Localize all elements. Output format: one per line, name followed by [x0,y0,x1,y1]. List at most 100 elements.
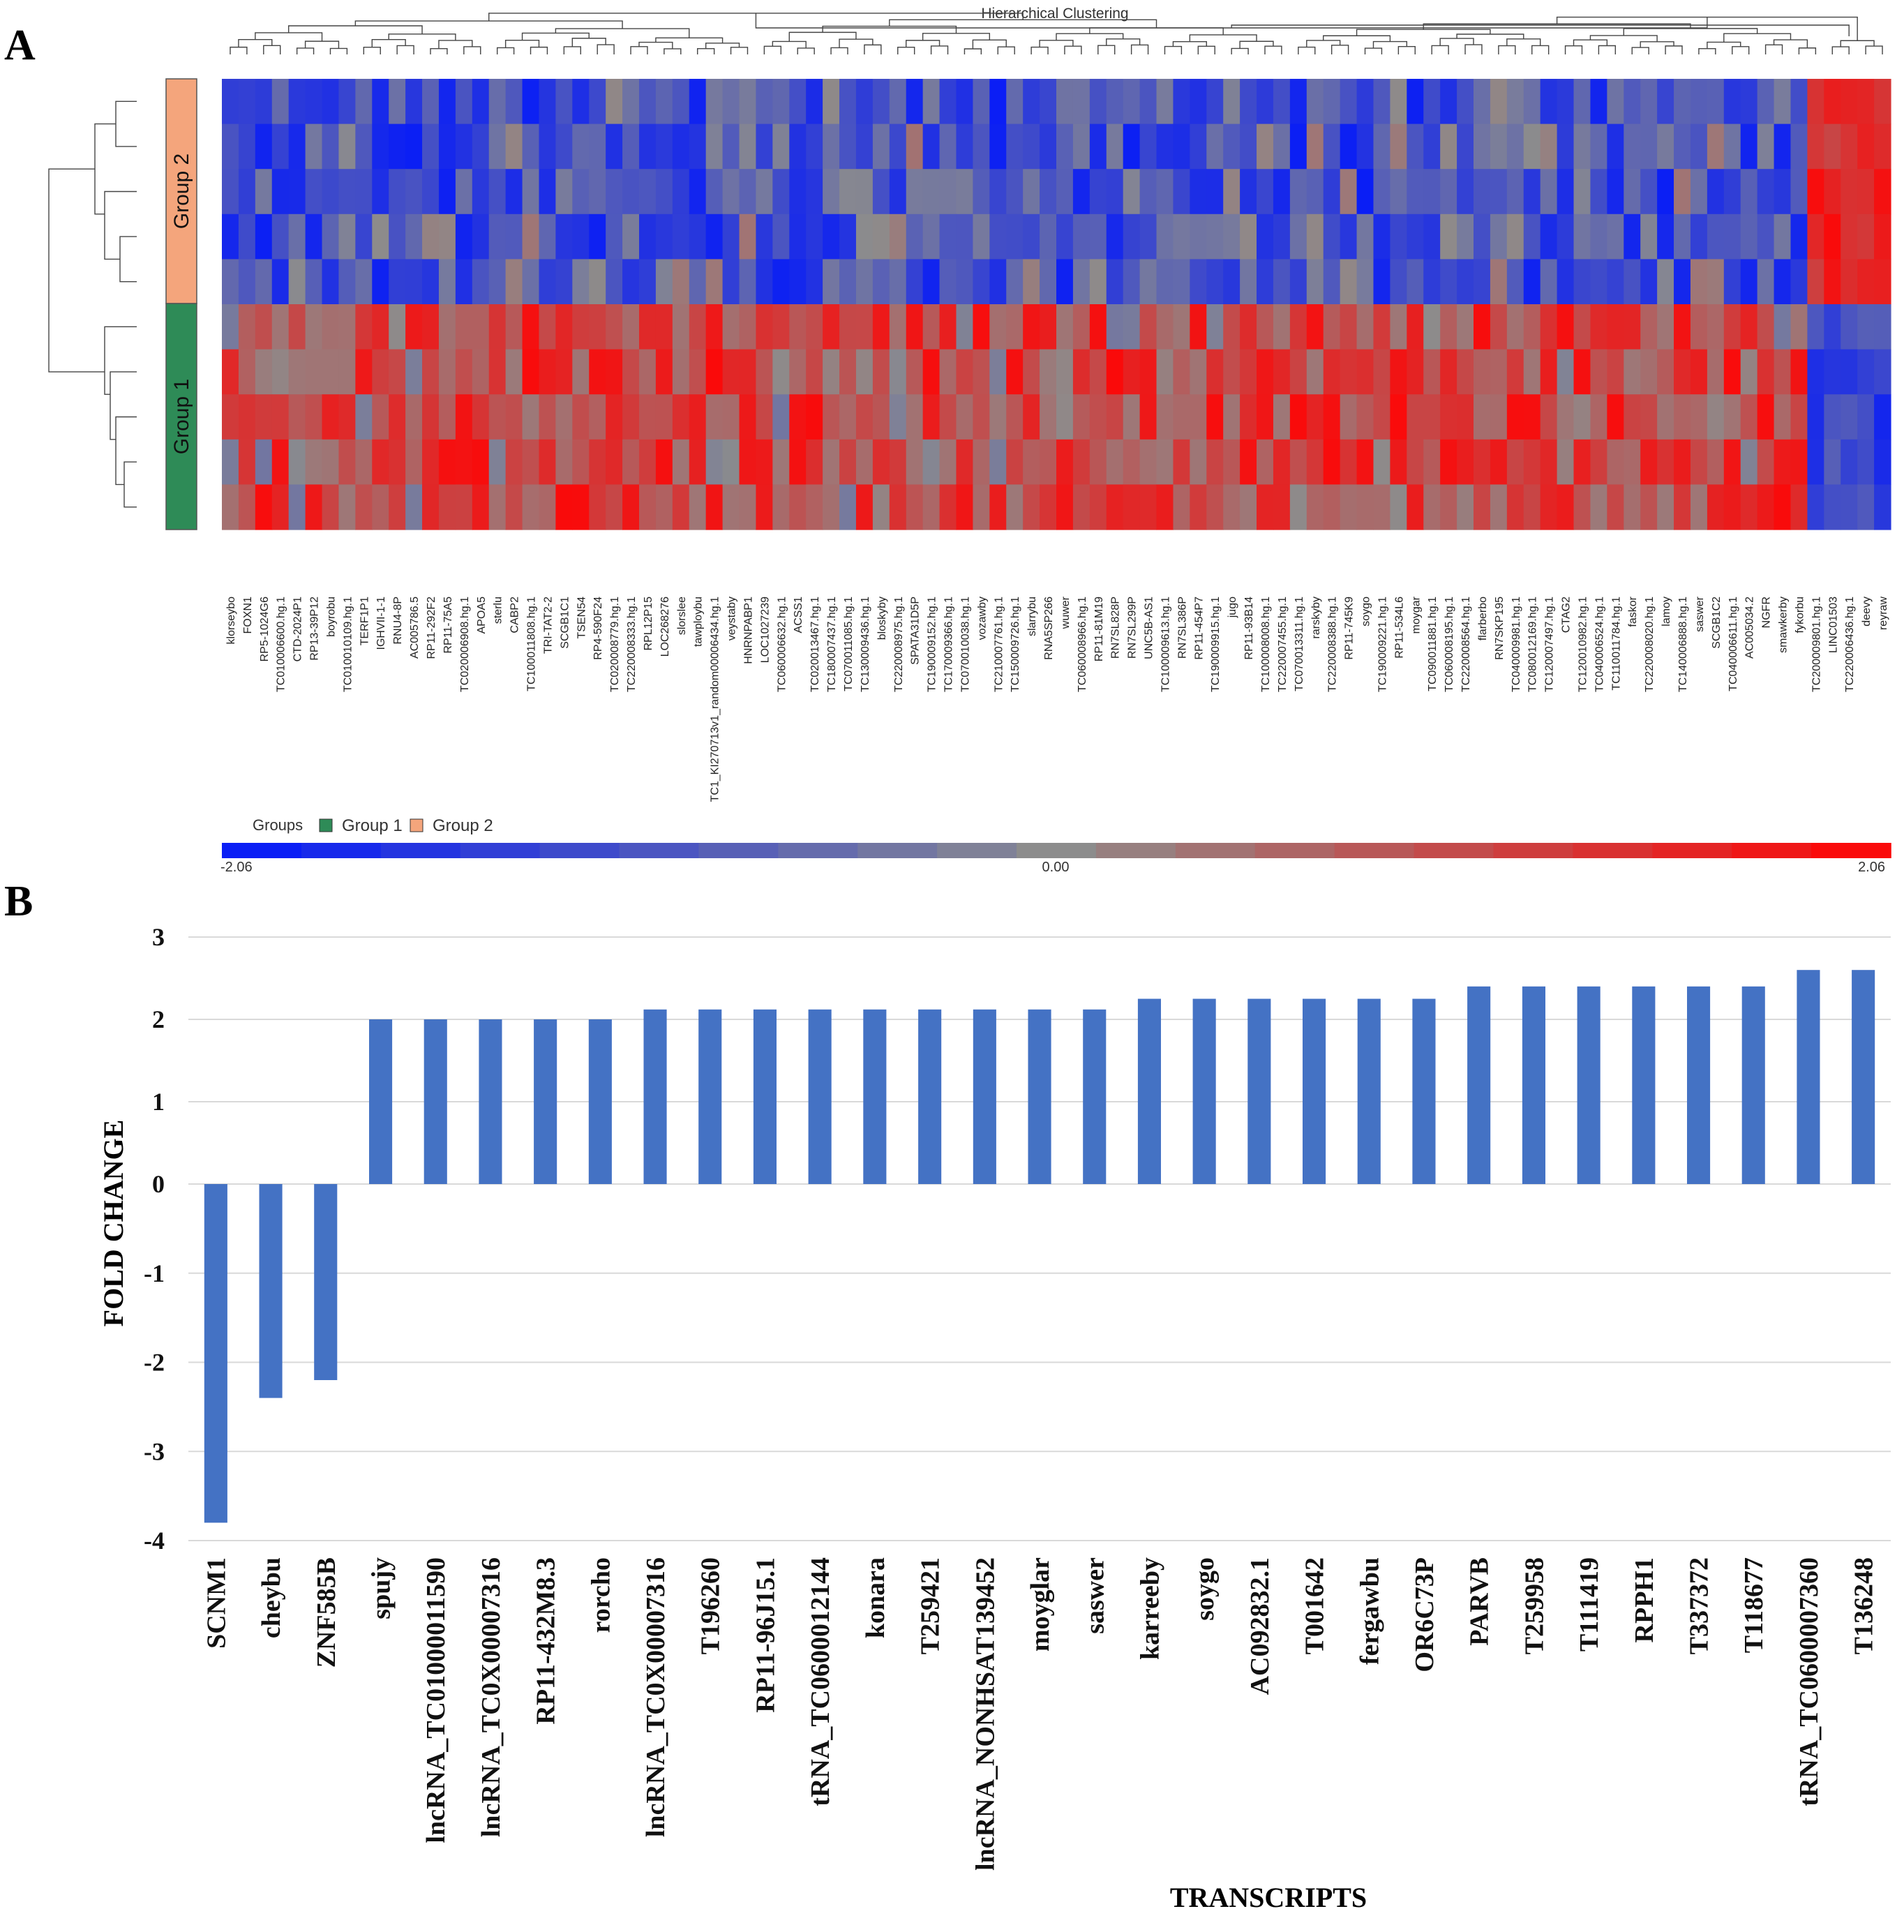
heatmap-cell [1506,169,1524,215]
heatmap-cell [1240,484,1257,530]
heatmap-cell [1390,123,1407,170]
heatmap-cell [372,304,389,350]
heatmap-cell [555,169,573,215]
heatmap-cell [872,484,890,530]
heatmap-cell [1557,259,1575,305]
heatmap-cell [1273,169,1291,215]
heatmap-cell [1407,259,1424,305]
heatmap-cell [455,79,473,125]
heatmap-cell [1857,484,1875,530]
heatmap-cell [355,349,373,395]
group-2-block [165,78,197,304]
heatmap-cell [1089,304,1107,350]
heatmap-cell [1506,123,1524,170]
heatmap-cell [1139,79,1157,125]
heatmap-cell [1874,259,1891,305]
dendrogram-branch [763,45,782,54]
x-tick-label: lncRNA_TC01000011590 [421,1557,451,1843]
heatmap-cell [855,394,874,440]
dendrogram-branch [1356,29,1491,36]
heatmap-cell [1273,394,1291,440]
dendrogram-branch [797,47,815,54]
heatmap-cell [1757,304,1775,350]
dendrogram-branch [1397,46,1416,54]
heatmap-cell [1072,394,1090,440]
heatmap-cell [1123,169,1141,215]
heatmap-cell [1089,123,1107,170]
dendrogram-branch [664,48,682,54]
bar [1357,998,1381,1184]
heatmap-cell [806,79,823,125]
heatmap-column-label: CTAG2 [1561,597,1573,633]
dendrogram-branch [1039,40,1074,47]
heatmap-cell [1590,123,1607,170]
heatmap-cell [1106,484,1124,530]
heatmap-cell [222,259,239,305]
heatmap-cell [1072,439,1090,485]
heatmap-cell [1156,349,1174,395]
heatmap-cell [705,349,724,395]
heatmap-cell [1807,349,1824,395]
heatmap-cell [555,79,573,125]
heatmap-cell [1023,439,1040,485]
color-scale-step [1017,843,1097,858]
heatmap-cell [1240,123,1257,170]
heatmap-cell [1590,439,1607,485]
heatmap-cell [305,484,323,530]
heatmap-cell [1323,214,1341,260]
group-1-label: Group 1 [170,379,193,454]
heatmap-cell [756,169,773,215]
heatmap-cell [1373,259,1390,305]
heatmap-cell [989,304,1007,350]
heatmap-cell [1056,123,1074,170]
heatmap-cell [1340,304,1358,350]
color-scale-step [619,843,700,858]
heatmap-cell [1757,349,1775,395]
heatmap-cell [555,439,573,485]
heatmap-cell [238,304,256,350]
heatmap-cell [555,394,573,440]
heatmap-cell [1390,484,1407,530]
heatmap-cell [1139,439,1157,485]
heatmap-cell [222,169,239,215]
heatmap-cell [505,214,523,260]
heatmap-cell [622,304,640,350]
heatmap-cell [639,484,657,530]
bar [918,1009,942,1184]
bar [1412,998,1436,1184]
heatmap-cell [1340,259,1358,305]
heatmap-cell [772,394,790,440]
heatmap-column-label: tawploybu [693,597,705,647]
x-tick-label: RPPH1 [1630,1557,1659,1642]
heatmap-cell [355,259,373,305]
heatmap-cell [922,214,940,260]
heatmap-cell [1740,214,1758,260]
heatmap-cell [1289,349,1307,395]
heatmap-cell [522,439,540,485]
heatmap-cell [305,394,323,440]
heatmap-cell [855,439,874,485]
heatmap-cell [1707,439,1725,485]
bar [643,1009,667,1184]
heatmap-cell [1457,304,1474,350]
heatmap-cell [939,349,957,395]
bar [753,1009,777,1184]
heatmap-cell [973,123,990,170]
heatmap-cell [405,169,423,215]
heatmap-cell [722,439,740,485]
heatmap-cell [505,259,523,305]
scale-min-label: -2.06 [220,860,253,875]
heatmap-cell [1540,304,1558,350]
heatmap-cell [1841,349,1858,395]
heatmap-cell [806,349,823,395]
heatmap-cell [1040,259,1057,305]
x-tick-label: rorcho [586,1557,615,1633]
heatmap-cell [1506,79,1524,125]
heatmap-cell [1874,79,1891,125]
dendrogram-branch [1164,45,1183,54]
heatmap-cell [238,123,256,170]
heatmap-cell [555,259,573,305]
heatmap-cell [1857,304,1875,350]
heatmap-cell [1506,304,1524,350]
